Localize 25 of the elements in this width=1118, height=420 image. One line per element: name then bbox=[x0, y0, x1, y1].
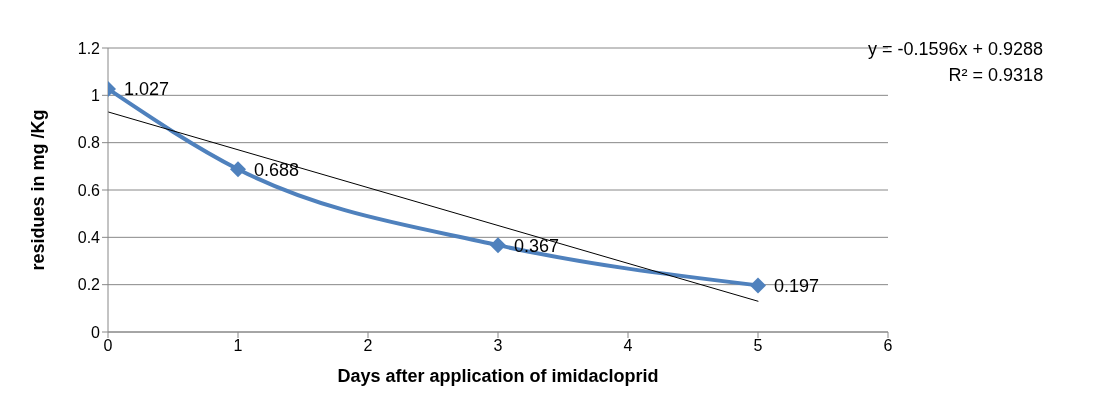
data-label: 0.688 bbox=[254, 159, 300, 180]
y-tick-label: 0.8 bbox=[77, 134, 101, 152]
y-tick-label: 1.2 bbox=[77, 39, 101, 57]
x-axis-title: Days after application of imidacloprid bbox=[337, 366, 659, 386]
x-tick-label: 2 bbox=[363, 337, 373, 355]
y-tick-label: 0.6 bbox=[77, 181, 101, 199]
y-tick-label: 0 bbox=[91, 323, 101, 341]
point bbox=[750, 277, 766, 294]
data-label: 1.027 bbox=[124, 79, 170, 100]
data-label: 0.197 bbox=[774, 275, 820, 296]
x-tick-label: 0 bbox=[103, 337, 113, 355]
y-tick-label: 0.4 bbox=[77, 229, 101, 247]
point bbox=[490, 237, 506, 254]
x-tick-label: 3 bbox=[493, 337, 503, 355]
y-tick-label: 0.2 bbox=[77, 276, 101, 294]
point bbox=[230, 161, 246, 178]
data-label: 0.367 bbox=[514, 235, 560, 256]
y-tick-label: 1 bbox=[91, 87, 101, 105]
y-axis-title: residues in mg /Kg bbox=[28, 109, 49, 271]
x-tick-label: 4 bbox=[623, 337, 633, 355]
text: R² = 0.9318 bbox=[947, 64, 1044, 87]
x-tick-label: 5 bbox=[753, 337, 763, 355]
x-tick-label: 1 bbox=[233, 337, 243, 355]
annotation: y = -0.1596x + 0.9288 bbox=[868, 38, 1044, 61]
x-tick-label: 6 bbox=[883, 337, 893, 355]
